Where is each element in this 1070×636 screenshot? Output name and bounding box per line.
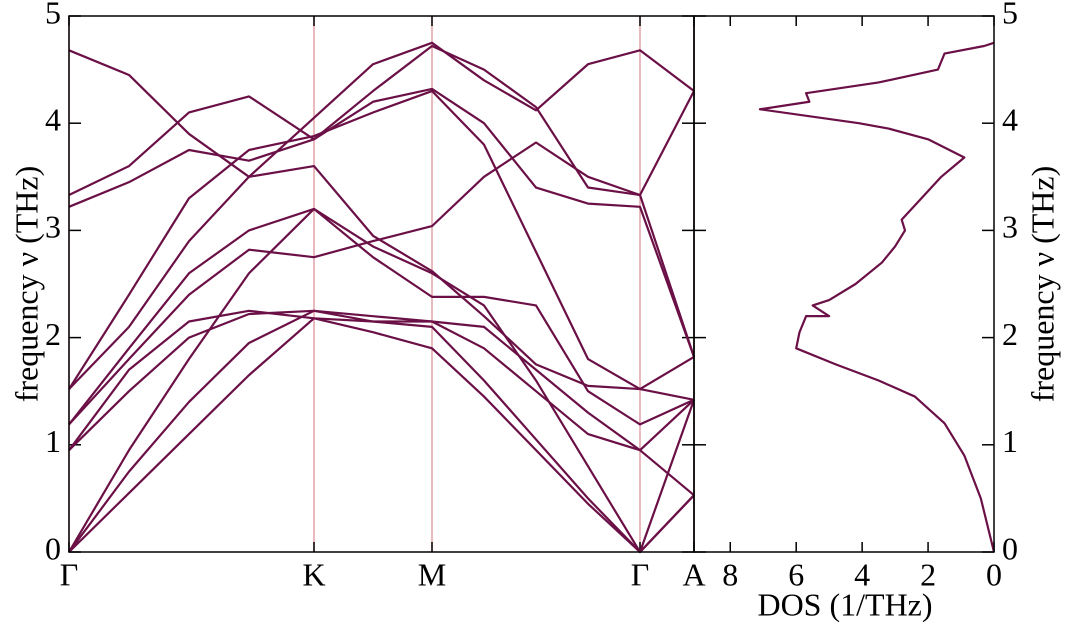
y-tick-label: 0 <box>45 530 61 566</box>
y-tick-label: 2 <box>1002 316 1018 352</box>
y-tick-label: 0 <box>1002 530 1018 566</box>
x-tick-label: 0 <box>986 556 1002 592</box>
y-tick-label: 1 <box>45 423 61 459</box>
line <box>68 41 695 178</box>
plot-frame <box>68 15 695 553</box>
y-tick-label: 5 <box>45 0 61 30</box>
y-axis-label: frequency ν (THz) <box>1024 166 1060 403</box>
y-tick-label: 5 <box>1002 0 1018 30</box>
line <box>68 309 695 497</box>
y-tick-label: 4 <box>45 102 61 138</box>
line <box>758 41 996 553</box>
x-tick-label: 2 <box>920 556 936 592</box>
y-tick-label: 2 <box>45 316 61 352</box>
line <box>68 87 696 358</box>
line <box>68 309 695 554</box>
x-tick-label: K <box>302 556 325 592</box>
line <box>68 44 695 197</box>
line <box>68 207 695 426</box>
x-tick-label: Γ <box>631 556 650 592</box>
x-tick-label: 6 <box>788 556 804 592</box>
line <box>68 89 695 391</box>
plot-frame <box>693 15 995 553</box>
line <box>68 317 695 554</box>
y-tick-label: 3 <box>1002 209 1018 245</box>
x-tick-label: 8 <box>722 556 738 592</box>
x-tick-label: 4 <box>854 556 870 592</box>
line <box>68 309 695 452</box>
x-tick-label: M <box>418 556 446 592</box>
line <box>68 207 696 554</box>
y-tick-label: 4 <box>1002 102 1018 138</box>
line <box>68 141 696 426</box>
x-axis-label: DOS (1/THz) <box>757 586 932 622</box>
y-tick-label: 3 <box>45 209 61 245</box>
y-tick-label: 1 <box>1002 423 1018 459</box>
x-tick-label: A <box>682 556 705 592</box>
line <box>68 164 695 401</box>
x-tick-label: Γ <box>60 556 79 592</box>
y-axis-label: frequency ν (THz) <box>8 166 44 403</box>
